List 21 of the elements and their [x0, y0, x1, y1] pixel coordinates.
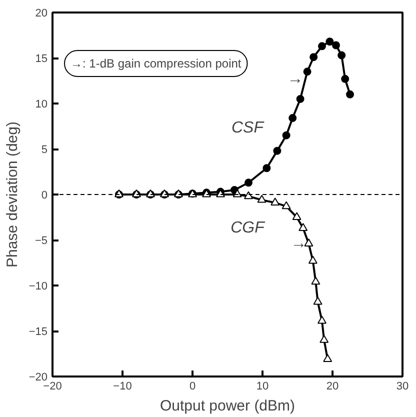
- y-tick-label: −5: [34, 235, 48, 247]
- y-tick-label: 5: [41, 144, 48, 156]
- annotation: →: [287, 70, 304, 88]
- y-axis-title: Phase deviation (deg): [4, 122, 21, 268]
- x-tick-label: 10: [256, 380, 269, 392]
- x-tick-label: −10: [113, 380, 132, 392]
- y-tick-label: 10: [35, 98, 48, 110]
- y-tick-label: −20: [28, 372, 48, 384]
- x-axis-title: Output power (dBm): [160, 398, 296, 414]
- x-tick-label: 30: [396, 380, 409, 392]
- annotation: CGF: [230, 220, 266, 236]
- annotation: →: 1-dB gain compression point: [70, 56, 242, 70]
- y-tick-label: 20: [35, 8, 48, 20]
- y-tick-label: −10: [28, 280, 48, 292]
- x-tick-label: 20: [326, 380, 339, 392]
- annotation: CSF: [232, 120, 265, 136]
- x-tick-label: 0: [189, 380, 196, 392]
- y-tick-label: −15: [28, 326, 48, 338]
- y-tick-label: 15: [35, 53, 48, 65]
- y-tick-label: 0: [41, 190, 48, 202]
- annotation: →: [290, 235, 307, 252]
